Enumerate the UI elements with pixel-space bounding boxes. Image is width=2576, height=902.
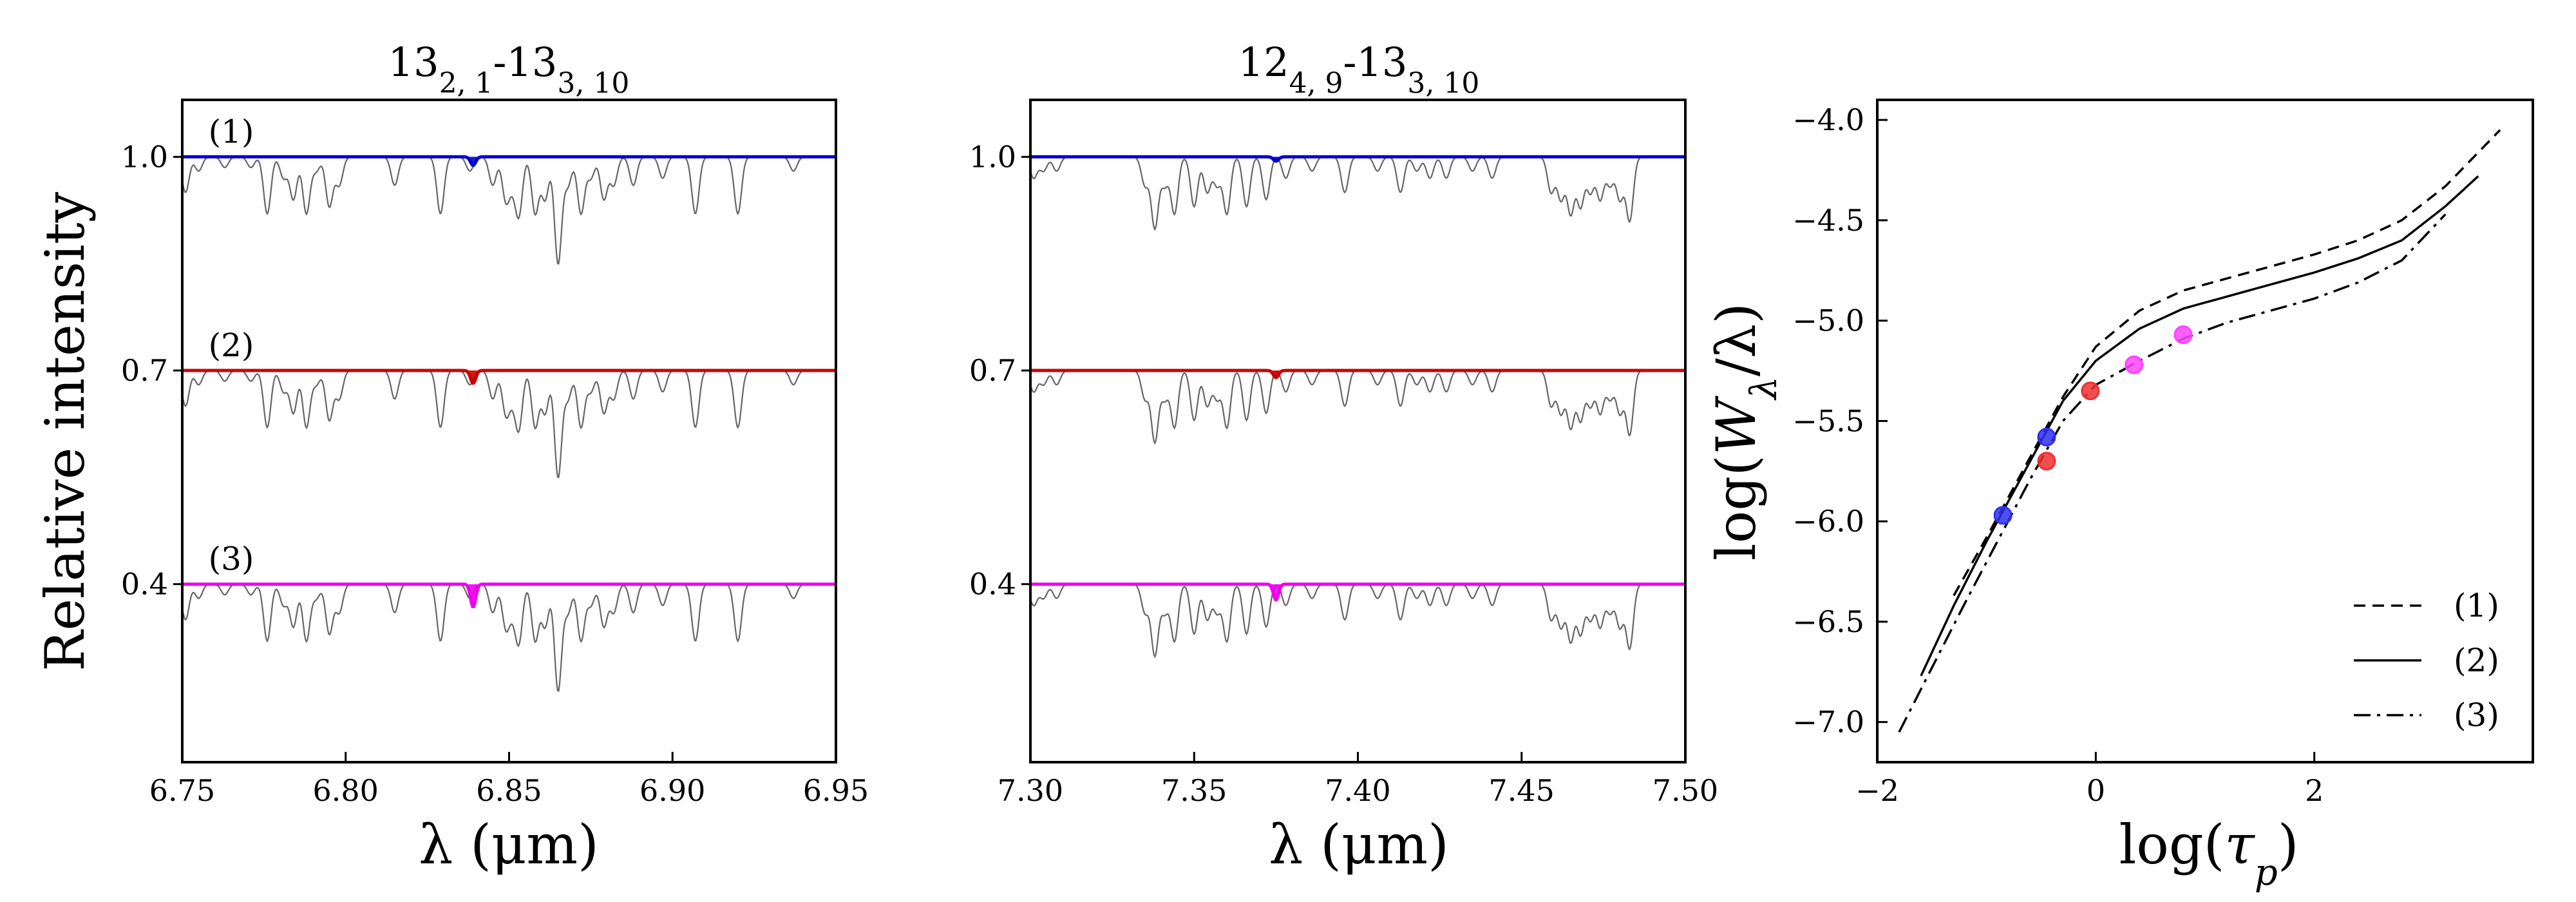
spectrum-line-gray-3	[1029, 583, 1685, 658]
x-tick-label: 6.75	[149, 773, 215, 808]
spectrum-line-gray-1	[181, 156, 836, 265]
series-label-1: (1)	[209, 113, 254, 150]
y-tick-label: 0.4	[121, 567, 168, 602]
spectrum-line-gray-1	[1029, 156, 1685, 231]
legend-label-3: (3)	[2454, 696, 2499, 734]
panel1-title: 132, 1-133, 10	[388, 39, 630, 100]
y-tick-label: −6.5	[1792, 604, 1864, 639]
panel-spectrum-2: 124, 9-133, 10 λ (μm) 7.30 7.35 7.40 7.45 7.…	[969, 39, 1718, 876]
panel-curve-of-growth: log(τp) log(Wλ/λ) −2 0 2 −7.0 −6.5 −6.0 −5.5 −5…	[1705, 99, 2534, 894]
y-tick-label: −7.0	[1792, 705, 1864, 740]
y-tick-label: 0.7	[969, 353, 1016, 388]
data-point-1	[1993, 506, 2012, 525]
panel1-xlabel: λ (μm)	[419, 813, 599, 876]
model-spectrum-2	[1030, 369, 1685, 379]
panel-spectrum-1: 132, 1-133, 10 λ (μm) Relative intensity…	[33, 39, 869, 876]
x-tick-label: 7.45	[1489, 773, 1555, 808]
model-spectrum-1	[1030, 155, 1685, 163]
spectrum-line-gray-2	[1029, 369, 1685, 445]
x-tick-label: 6.85	[476, 773, 542, 808]
x-tick-label: 7.40	[1325, 773, 1390, 808]
data-point-3	[2037, 452, 2056, 471]
data-point-6	[2174, 325, 2193, 344]
data-point-5	[2125, 355, 2144, 374]
spectrum-line-gray-3	[181, 583, 836, 693]
plot-frame	[1876, 99, 2534, 763]
legend-label-2: (2)	[2454, 642, 2499, 679]
growth-curve-3	[1898, 213, 2447, 733]
panel3-xlabel: log(τp)	[2119, 813, 2298, 894]
data-point-2	[2037, 427, 2056, 446]
legend-label-1: (1)	[2454, 587, 2499, 624]
plot-frame	[1029, 99, 1687, 763]
y-tick-label: −6.0	[1792, 504, 1864, 539]
y-tick-label: 0.7	[121, 353, 168, 388]
growth-curve-2	[1920, 175, 2479, 676]
x-tick-label: 7.35	[1161, 773, 1227, 808]
x-tick-label: 2	[2305, 773, 2324, 808]
series-label-3: (3)	[209, 541, 254, 578]
x-tick-label: 6.95	[803, 773, 869, 808]
y-tick-label: −4.0	[1792, 102, 1864, 137]
x-tick-label: −2	[1855, 773, 1899, 808]
panel2-title: 124, 9-133, 10	[1238, 39, 1480, 100]
growth-curve-1	[1953, 129, 2501, 597]
model-spectrum-3	[1030, 582, 1685, 602]
y-tick-label: 1.0	[969, 139, 1016, 174]
x-tick-label: 0	[2087, 773, 2105, 808]
x-tick-label: 7.50	[1653, 773, 1718, 808]
spectrum-line-gray-2	[181, 369, 836, 479]
y-tick-label: 1.0	[121, 139, 168, 174]
y-tick-label: −5.5	[1792, 403, 1864, 438]
model-spectrum-3	[182, 582, 836, 608]
y-tick-label: −4.5	[1792, 203, 1864, 238]
data-point-4	[2081, 381, 2100, 401]
x-tick-label: 7.30	[998, 773, 1063, 808]
series-label-2: (2)	[209, 327, 254, 364]
x-tick-label: 6.80	[313, 773, 379, 808]
model-spectrum-1	[182, 155, 836, 167]
y-tick-label: −5.0	[1792, 303, 1864, 338]
panel3-ylabel: log(Wλ/λ)	[1705, 303, 1785, 561]
x-tick-label: 6.90	[639, 773, 705, 808]
model-spectrum-2	[182, 369, 836, 385]
y-tick-label: 0.4	[969, 567, 1016, 602]
panel2-xlabel: λ (μm)	[1269, 813, 1449, 876]
panel1-ylabel: Relative intensity	[33, 191, 97, 671]
